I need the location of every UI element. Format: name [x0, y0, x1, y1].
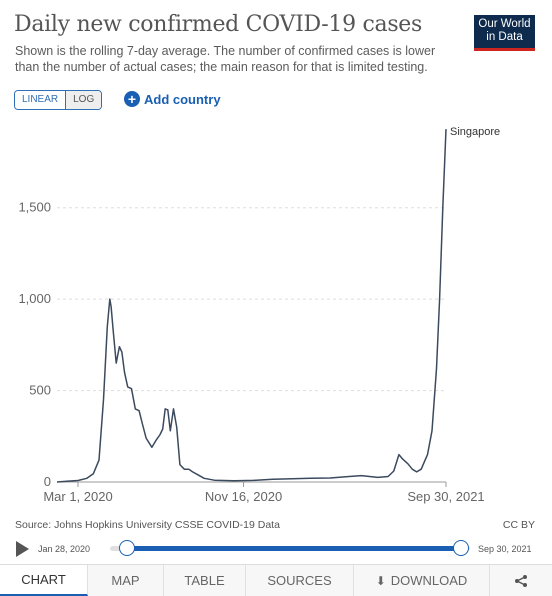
tab-bar: CHART MAP TABLE SOURCES ⬇ DOWNLOAD: [0, 564, 552, 596]
timeline-end-label: Sep 30, 2021: [478, 544, 532, 554]
owid-logo[interactable]: Our World in Data: [474, 15, 535, 51]
series-line-singapore[interactable]: [56, 129, 447, 483]
timeline-start-label: Jan 28, 2020: [38, 544, 91, 554]
logo-line-1: Our World: [478, 18, 531, 30]
linear-scale-button[interactable]: LINEAR: [15, 91, 67, 109]
line-chart: 0 500 1,000 1,500 Mar 1, 2020 Nov 16, 2020 Sep…: [18, 126, 500, 504]
x-tick-label: Mar 1, 2020: [43, 489, 112, 504]
share-button[interactable]: [490, 565, 552, 596]
download-icon: ⬇: [375, 573, 386, 588]
source-note[interactable]: Source: Johns Hopkins University CSSE CO…: [15, 519, 280, 531]
add-country-label: Add country: [144, 91, 221, 107]
tab-table[interactable]: TABLE: [164, 565, 246, 596]
tab-map[interactable]: MAP: [88, 565, 164, 596]
logo-accent-bar: [474, 48, 535, 51]
timeline-selected-range: [127, 546, 461, 551]
chart-title: Daily new confirmed COVID-19 cases: [14, 12, 423, 37]
grid-layer: [57, 207, 446, 483]
play-icon[interactable]: [16, 541, 29, 557]
x-tick-label: Sep 30, 2021: [407, 489, 484, 504]
axis-layer: 0 500 1,000 1,500 Mar 1, 2020 Nov 16, 2020 Sep…: [18, 200, 484, 504]
timeline: Jan 28, 2020 Sep 30, 2021: [0, 538, 552, 560]
tab-download-label: DOWNLOAD: [390, 573, 468, 588]
scale-toggle: LINEAR LOG: [14, 90, 103, 110]
y-tick-label: 1,500: [18, 200, 51, 215]
y-tick-label: 500: [29, 383, 51, 398]
x-tick-label: Nov 16, 2020: [205, 489, 282, 504]
add-country-button[interactable]: + Add country: [124, 91, 221, 107]
timeline-start-handle[interactable]: [119, 540, 135, 556]
tab-sources[interactable]: SOURCES: [246, 565, 354, 596]
plus-circle-icon: +: [124, 91, 140, 107]
y-tick-label: 1,000: [18, 291, 51, 306]
share-icon: [515, 574, 527, 587]
tab-download[interactable]: ⬇ DOWNLOAD: [354, 565, 490, 596]
log-scale-button[interactable]: LOG: [66, 91, 102, 109]
timeline-end-handle[interactable]: [453, 540, 469, 556]
chart-subtitle: Shown is the rolling 7-day average. The …: [15, 44, 436, 74]
y-tick-label: 0: [44, 474, 51, 489]
series-label-singapore[interactable]: Singapore: [450, 126, 500, 138]
license-link[interactable]: CC BY: [502, 519, 535, 531]
series-layer: Singapore: [56, 126, 500, 483]
tab-chart[interactable]: CHART: [0, 565, 88, 596]
logo-line-2: in Data: [486, 31, 523, 43]
